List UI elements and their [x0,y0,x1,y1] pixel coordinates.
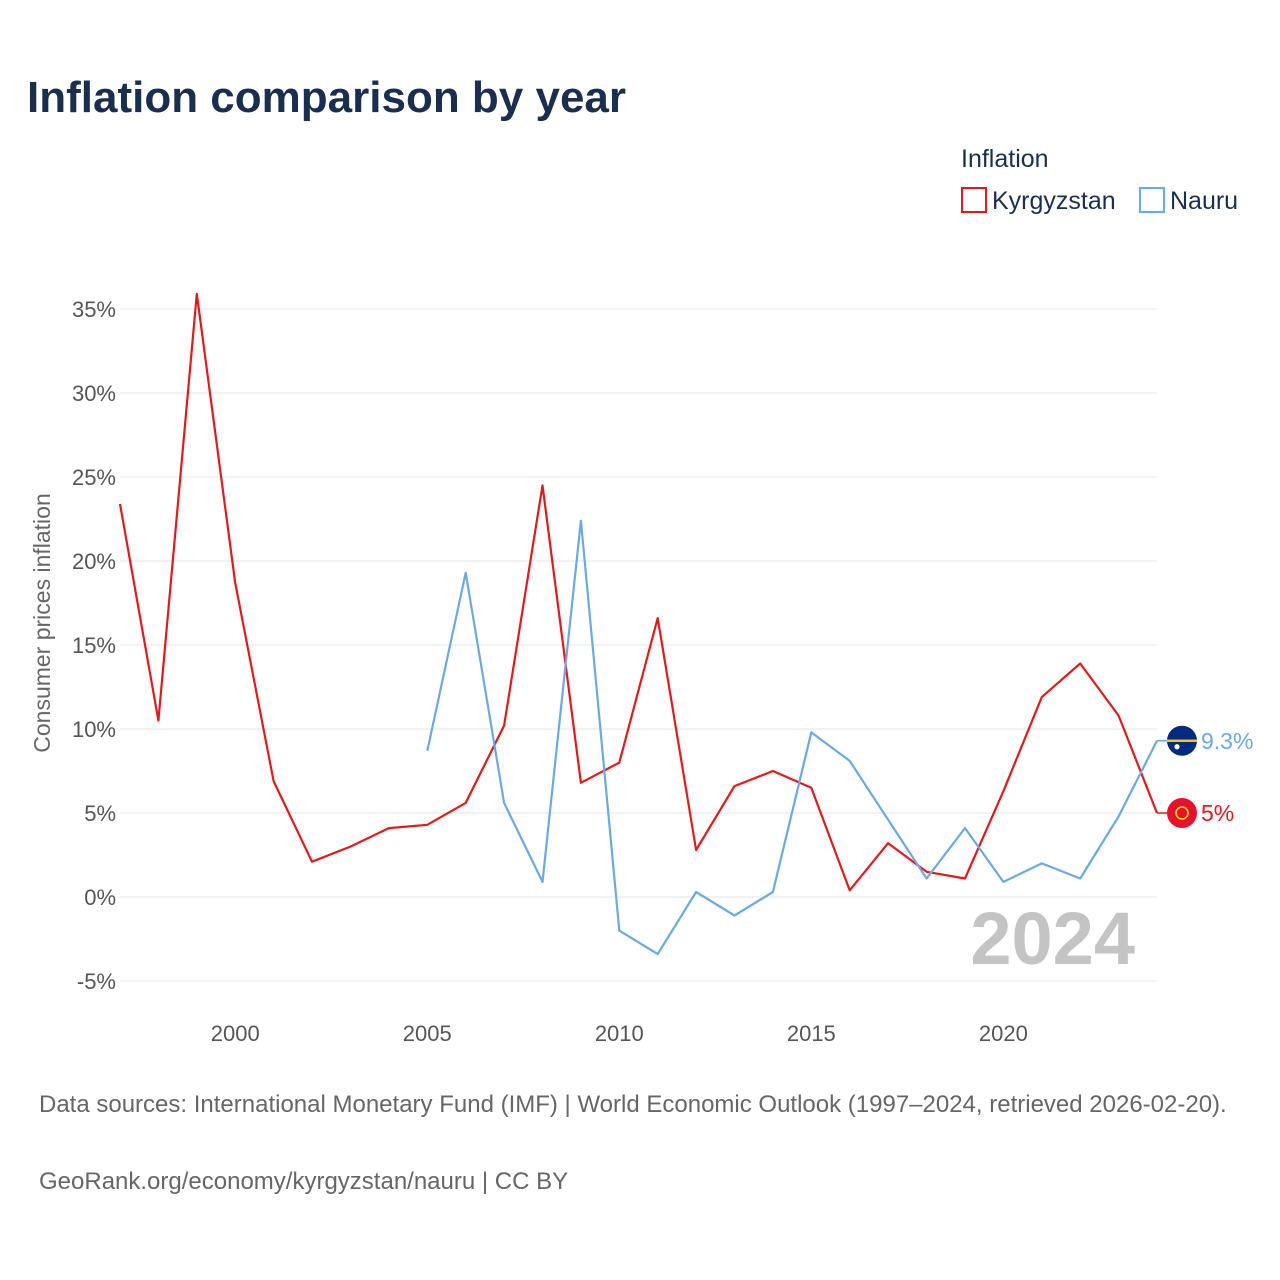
data-point-kyrgyzstan[interactable] [769,767,777,775]
data-point-nauru[interactable] [769,888,777,896]
data-point-nauru[interactable] [538,878,546,886]
data-point-nauru[interactable] [999,878,1007,886]
x-tick-label: 2010 [595,1021,644,1046]
data-point-nauru[interactable] [846,757,854,765]
footer-sources: Data sources: International Monetary Fun… [39,1091,1227,1118]
y-tick-label: 5% [84,801,116,826]
year-stamp: 2024 [970,897,1135,980]
x-tick-label: 2015 [787,1021,836,1046]
data-point-kyrgyzstan[interactable] [846,886,854,894]
y-tick-label: 30% [72,381,116,406]
y-tick-label: 10% [72,717,116,742]
y-tick-label: 20% [72,549,116,574]
legend-swatch-kyrgyzstan [961,187,987,213]
end-label-nauru: 9.3% [1201,728,1253,754]
data-point-nauru[interactable] [1115,812,1123,820]
data-point-nauru[interactable] [615,927,623,935]
end-label-kyrgyzstan: 5% [1201,800,1234,826]
legend-label-nauru: Nauru [1170,187,1238,215]
data-point-kyrgyzstan[interactable] [615,759,623,767]
footer-attribution: GeoRank.org/economy/kyrgyzstan/nauru | C… [39,1163,1249,1201]
data-point-kyrgyzstan[interactable] [654,614,662,622]
data-point-kyrgyzstan[interactable] [270,777,278,785]
legend-title: Inflation [961,145,1049,173]
legend-label-kyrgyzstan: Kyrgyzstan [992,187,1116,215]
flag-badge-nauru-icon [1167,725,1197,756]
legend: Inflation Kyrgyzstan Nauru [961,145,1238,215]
data-point-kyrgyzstan[interactable] [538,481,546,489]
data-point-nauru[interactable] [1076,875,1084,883]
data-point-kyrgyzstan[interactable] [116,500,124,508]
y-axis-ticks: -5% 0% 5% 10% 15% 20% 25% 30% 35% [72,297,116,994]
data-point-kyrgyzstan[interactable] [884,839,892,847]
data-point-kyrgyzstan[interactable] [385,824,393,832]
data-point-kyrgyzstan[interactable] [1115,712,1123,720]
data-point-nauru[interactable] [654,950,662,958]
license-text: CC BY [494,1168,569,1195]
series-endpoints: 5% 9.3% [1157,725,1253,828]
data-point-nauru[interactable] [462,569,470,577]
gridlines [120,308,1157,982]
data-point-kyrgyzstan[interactable] [1038,693,1046,701]
data-point-nauru[interactable] [577,517,585,525]
data-point-kyrgyzstan[interactable] [500,722,508,730]
data-point-nauru[interactable] [731,911,739,919]
data-point-nauru[interactable] [807,728,815,736]
legend-swatch-nauru [1139,187,1165,213]
x-axis-ticks: 2000 2005 2010 2015 2020 [211,1021,1028,1046]
x-tick-label: 2020 [979,1021,1028,1046]
data-point-nauru[interactable] [884,816,892,824]
legend-item-kyrgyzstan[interactable]: Kyrgyzstan [961,187,1116,215]
data-point-nauru[interactable] [692,888,700,896]
y-tick-label: -5% [77,969,116,994]
legend-item-nauru[interactable]: Nauru [1139,187,1238,215]
y-tick-label: 15% [72,633,116,658]
data-point-nauru[interactable] [500,799,508,807]
data-point-nauru[interactable] [961,824,969,832]
x-tick-label: 2005 [403,1021,452,1046]
data-point-nauru[interactable] [923,875,931,883]
data-point-kyrgyzstan[interactable] [692,846,700,854]
data-point-kyrgyzstan[interactable] [193,290,201,298]
data-point-nauru[interactable] [423,747,431,755]
attribution-separator: | [475,1168,495,1195]
data-point-kyrgyzstan[interactable] [154,717,162,725]
attribution-link[interactable]: GeoRank.org/economy/kyrgyzstan/nauru [39,1168,476,1195]
data-point-kyrgyzstan[interactable] [961,875,969,883]
y-tick-label: 35% [72,297,116,322]
y-axis-title: Consumer prices inflation [29,493,55,753]
data-point-kyrgyzstan[interactable] [731,782,739,790]
series-line-nauru[interactable] [426,519,1158,956]
x-tick-label: 2000 [211,1021,260,1046]
data-point-kyrgyzstan[interactable] [231,579,239,587]
series-lines [116,290,1159,958]
data-point-kyrgyzstan[interactable] [423,821,431,829]
data-point-kyrgyzstan[interactable] [577,779,585,787]
y-tick-label: 0% [84,885,116,910]
data-point-kyrgyzstan[interactable] [807,784,815,792]
chart-title: Inflation comparison by year [27,73,626,122]
y-tick-label: 25% [72,465,116,490]
series-line-kyrgyzstan[interactable] [118,292,1159,892]
data-point-kyrgyzstan[interactable] [999,787,1007,795]
data-point-nauru[interactable] [1038,859,1046,867]
data-point-kyrgyzstan[interactable] [1076,659,1084,667]
flag-badge-kyrgyzstan-icon [1167,798,1197,828]
data-point-kyrgyzstan[interactable] [346,843,354,851]
data-point-kyrgyzstan[interactable] [308,858,316,866]
data-point-kyrgyzstan[interactable] [462,799,470,807]
